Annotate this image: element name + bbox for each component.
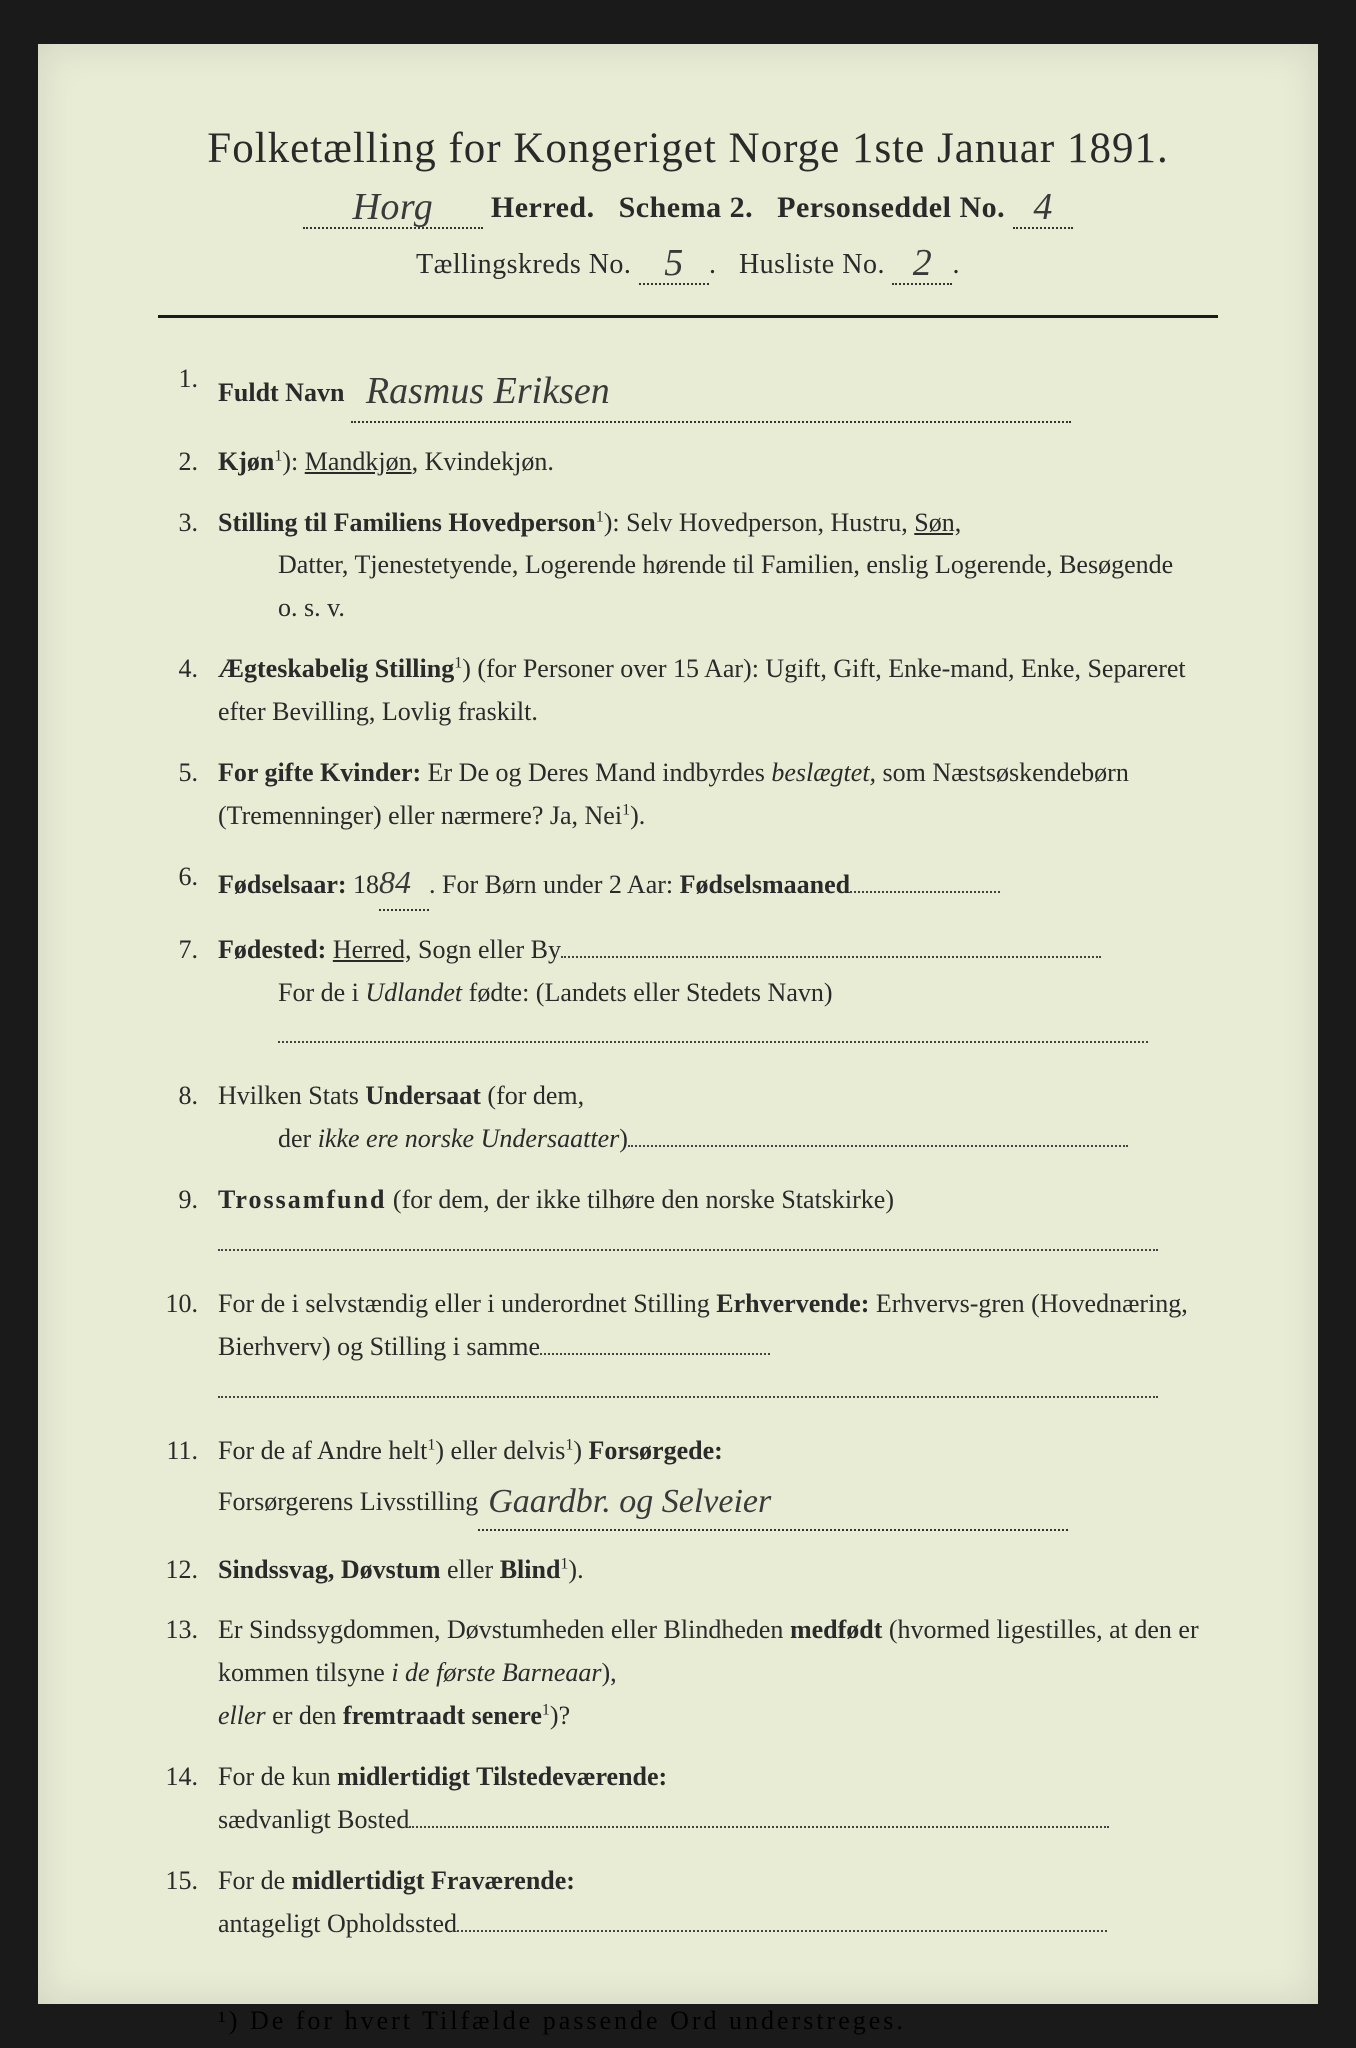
item-2: 2. Kjøn1): Mandkjøn, Kvindekjøn. xyxy=(158,441,1218,484)
item-11: 11. For de af Andre helt1) eller delvis1… xyxy=(158,1430,1218,1531)
herred-label: Herred. xyxy=(491,191,595,224)
relation-son: Søn, xyxy=(914,508,961,537)
person-label: Personseddel No. xyxy=(777,191,1005,224)
label-birthyear: Fødselsaar: xyxy=(218,870,347,899)
item-9: 9. Trossamfund (for dem, der ikke tilhør… xyxy=(158,1179,1218,1265)
label-married-women: For gifte Kvinder: xyxy=(218,758,421,787)
person-no-field: 4 xyxy=(1013,183,1073,229)
schema-label: Schema 2. xyxy=(619,191,754,224)
subtitle-row-1: Horg Herred. Schema 2. Personseddel No. … xyxy=(158,183,1218,229)
form-title: Folketælling for Kongeriget Norge 1ste J… xyxy=(158,124,1218,173)
name-field: Rasmus Eriksen xyxy=(351,358,1071,423)
item-6: 6. Fødselsaar: 1884. For Børn under 2 Aa… xyxy=(158,856,1218,911)
census-form-page: Folketælling for Kongeriget Norge 1ste J… xyxy=(38,44,1318,2004)
item-12: 12. Sindssvag, Døvstum eller Blind1). xyxy=(158,1549,1218,1592)
husliste-label: Husliste No. xyxy=(739,249,885,280)
label-temp-absent: midlertidigt Fraværende: xyxy=(292,1866,575,1895)
label-earning: Erhvervende: xyxy=(716,1289,869,1318)
item-15: 15. For de midlertidigt Fraværende: anta… xyxy=(158,1860,1218,1946)
label-disability: Sindssvag, Døvstum xyxy=(218,1555,441,1584)
label-birthplace: Fødested: xyxy=(218,935,326,964)
label-religion: Trossamfund xyxy=(218,1185,386,1214)
kreds-no-field: 5 xyxy=(639,239,709,285)
item-7: 7. Fødested: Herred, Sogn eller By For d… xyxy=(158,929,1218,1058)
label-relation: Stilling til Familiens Hovedperson xyxy=(218,508,596,537)
label-name: Fuldt Navn xyxy=(218,378,344,407)
header-divider xyxy=(158,315,1218,318)
form-items: 1. Fuldt Navn Rasmus Eriksen 2. Kjøn1): … xyxy=(158,358,1218,1946)
item-13: 13. Er Sindssygdommen, Døvstumheden elle… xyxy=(158,1609,1218,1738)
item-10: 10. For de i selvstændig eller i underor… xyxy=(158,1283,1218,1412)
footnote: ¹) De for hvert Tilfælde passende Ord un… xyxy=(218,2006,1218,2036)
kreds-label: Tællingskreds No. xyxy=(416,249,631,280)
label-temp-present: midlertidigt Tilstedeværende: xyxy=(337,1762,667,1791)
provider-field: Gaardbr. og Selveier xyxy=(478,1472,1068,1530)
label-sex: Kjøn xyxy=(218,447,274,476)
birthyear-field: 84 xyxy=(379,856,429,911)
herred-field: Horg xyxy=(303,183,483,229)
item-14: 14. For de kun midlertidigt Tilstedevære… xyxy=(158,1756,1218,1842)
item-5: 5. For gifte Kvinder: Er De og Deres Man… xyxy=(158,752,1218,838)
subtitle-row-2: Tællingskreds No. 5. Husliste No. 2. xyxy=(158,239,1218,285)
item-1: 1. Fuldt Navn Rasmus Eriksen xyxy=(158,358,1218,423)
label-subject: Undersaat xyxy=(365,1081,481,1110)
label-marital: Ægteskabelig Stilling xyxy=(218,654,454,683)
item-8: 8. Hvilken Stats Undersaat (for dem, der… xyxy=(158,1075,1218,1161)
husliste-no-field: 2 xyxy=(892,239,952,285)
label-supported: Forsørgede: xyxy=(589,1436,723,1465)
item-3: 3. Stilling til Familiens Hovedperson1):… xyxy=(158,502,1218,631)
item-4: 4. Ægteskabelig Stilling1) (for Personer… xyxy=(158,648,1218,734)
sex-male: Mandkjøn xyxy=(305,447,412,476)
form-header: Folketælling for Kongeriget Norge 1ste J… xyxy=(158,124,1218,285)
